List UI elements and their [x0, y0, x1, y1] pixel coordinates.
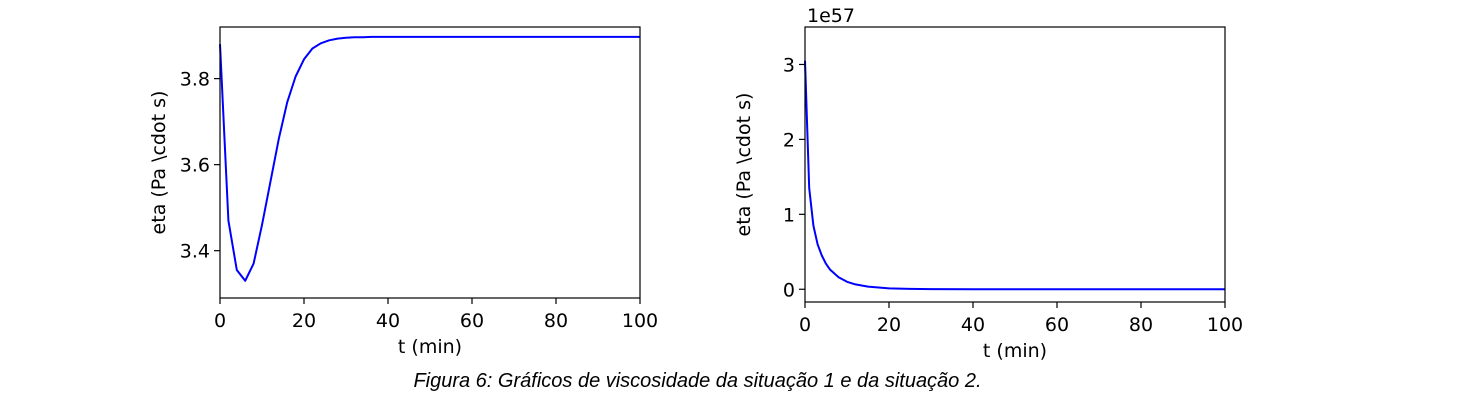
y-tick-label: 2: [783, 129, 795, 151]
y-axis-label: eta (Pa \cdot s): [148, 91, 170, 235]
figure-caption: Figura 6: Gráficos de viscosidade da sit…: [413, 370, 982, 392]
x-tick-label: 0: [799, 314, 811, 336]
chart-viscosity-situation-1: 0 20 40 60 80 100 3.4 3.6 3.8 t (min) eta (Pa \cdo…: [148, 26, 658, 358]
y-tick-label: 3.4: [180, 241, 210, 263]
axes-frame: [804, 26, 1226, 303]
series-line-0: [219, 35, 640, 282]
x-tick-label: 60: [460, 310, 484, 332]
y-tick-label: 1: [783, 204, 795, 226]
x-tick-label: 20: [292, 310, 316, 332]
x-tick-label: 60: [1045, 314, 1069, 336]
y-tick-label: 3.6: [180, 155, 210, 177]
x-tick-label: 80: [1129, 314, 1153, 336]
x-tick-label: 40: [376, 310, 400, 332]
x-tick-label: 20: [877, 314, 901, 336]
y-tick-label: 3: [783, 54, 795, 76]
x-tick-label: 0: [214, 310, 226, 332]
y-offset-label: 1e57: [807, 5, 855, 27]
x-tick-label: 100: [622, 310, 658, 332]
x-tick-label: 100: [1207, 314, 1243, 336]
x-axis-label: t (min): [983, 340, 1047, 362]
y-tick-label: 3.8: [180, 69, 210, 91]
x-tick-label: 40: [961, 314, 985, 336]
axes-frame: [219, 26, 641, 299]
x-tick-label: 80: [544, 310, 568, 332]
x-axis-label: t (min): [398, 336, 462, 358]
series-line-0: [804, 60, 1225, 291]
y-tick-label: 0: [783, 279, 795, 301]
y-axis-label: eta (Pa \cdot s): [733, 93, 755, 237]
chart-viscosity-situation-2: 0 20 40 60 80 100 0 1 2 3 t (min) eta (Pa \cdot s) 1…: [733, 5, 1243, 362]
